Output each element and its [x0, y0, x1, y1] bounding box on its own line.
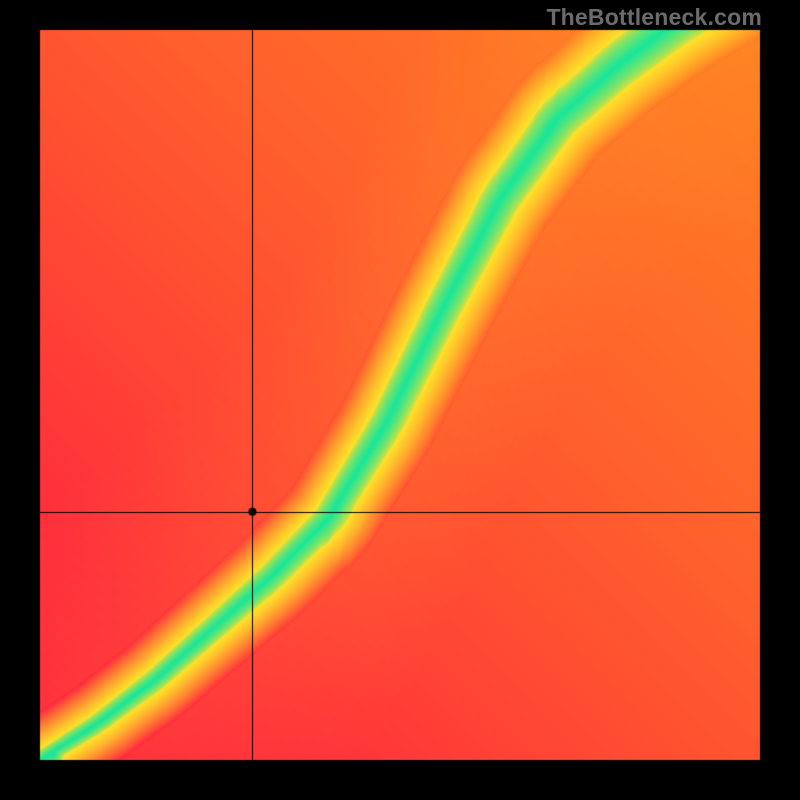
chart-stage: TheBottleneck.com — [0, 0, 800, 800]
watermark-text: TheBottleneck.com — [546, 4, 762, 31]
overlay-canvas — [0, 0, 800, 800]
